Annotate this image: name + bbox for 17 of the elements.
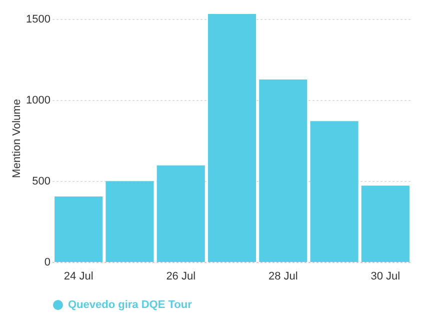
bar (54, 196, 103, 262)
bar (208, 14, 256, 262)
bar (361, 186, 410, 262)
x-tick-label: 30 Jul (370, 270, 400, 282)
bar (259, 79, 308, 262)
x-tick-label: 26 Jul (166, 270, 196, 282)
bar (156, 165, 205, 262)
bar (310, 121, 358, 262)
y-axis-title: Mention Volume (11, 99, 24, 178)
y-tick-label: 1500 (26, 13, 50, 26)
bar (106, 181, 154, 262)
x-tick-label: 28 Jul (268, 270, 298, 282)
y-tick-label: 0 (44, 256, 50, 268)
x-tick-label: 24 Jul (64, 270, 94, 282)
legend-label: Quevedo gira DQE Tour (68, 299, 193, 311)
y-tick-label: 1000 (26, 94, 50, 106)
y-tick-label: 500 (32, 175, 50, 188)
